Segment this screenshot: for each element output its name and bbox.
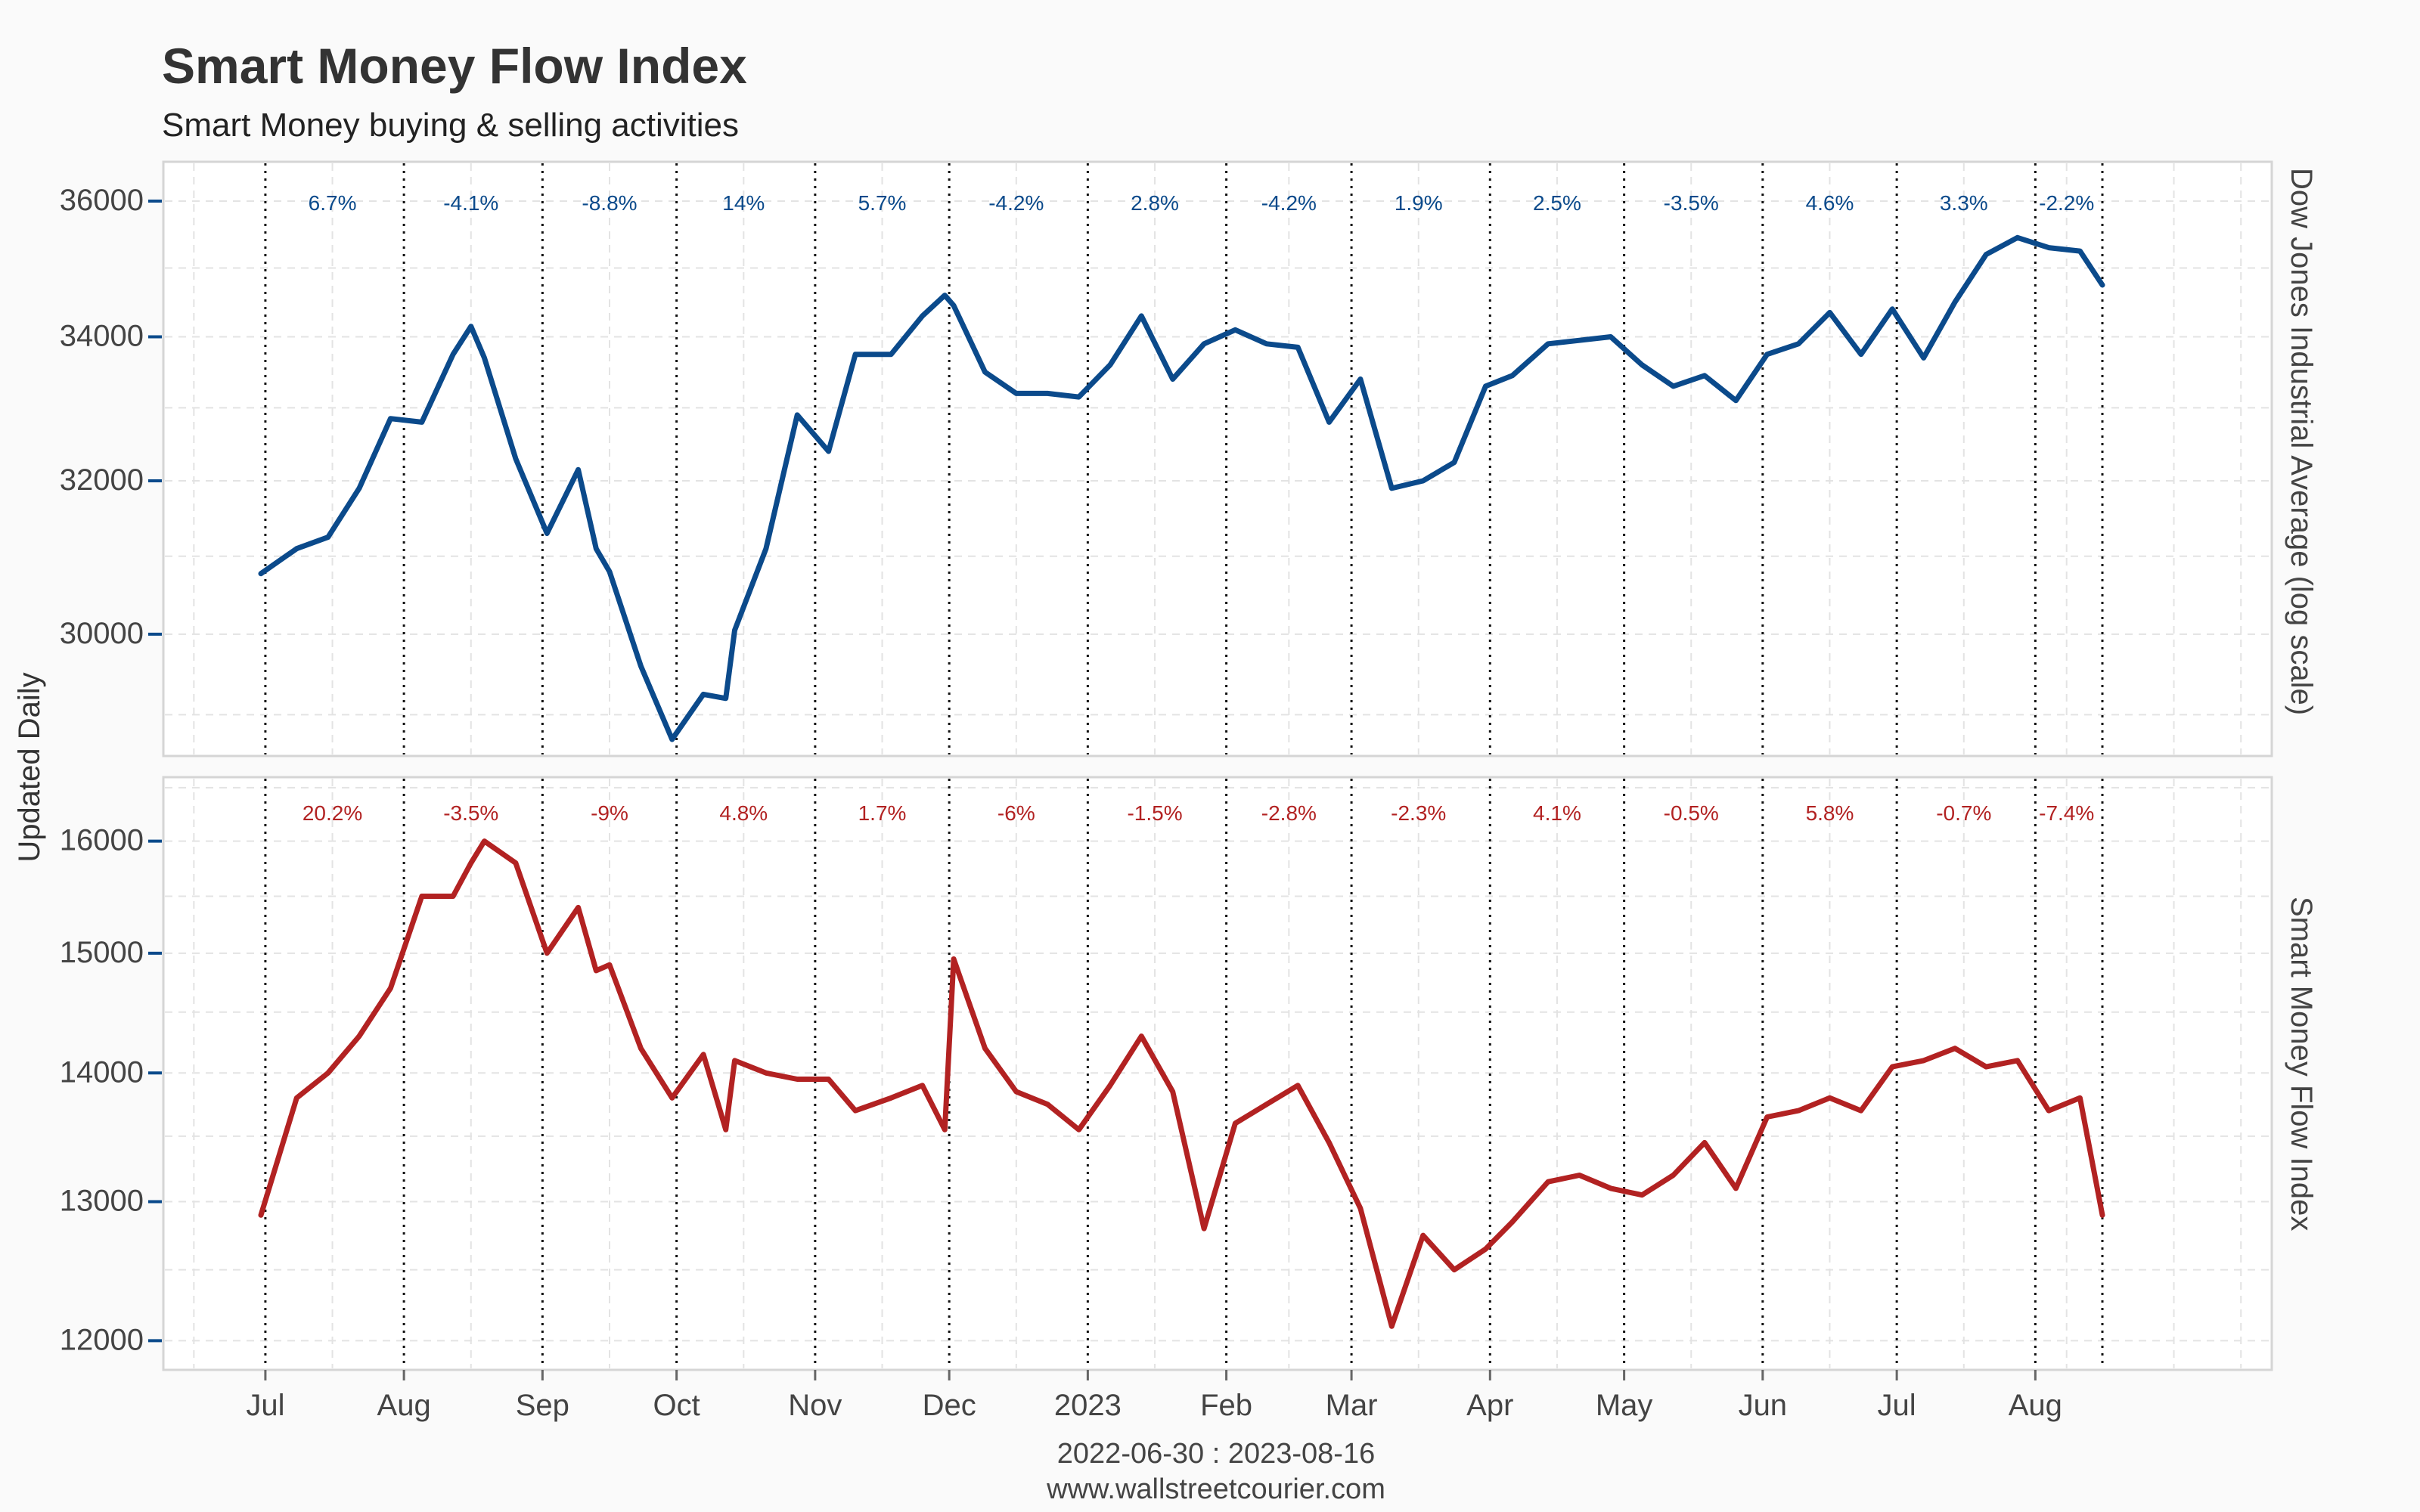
dow-period-changes: 6.7% -4.1% -8.8% 14% 5.7% -4.2% 2.8% -4.2% 1.9% 2… xyxy=(309,191,2095,215)
period-change-label: -8.8% xyxy=(582,191,637,215)
period-change-label: 2.5% xyxy=(1533,191,1581,215)
period-change-label: 4.8% xyxy=(719,801,768,825)
chart-subtitle: Smart Money buying & selling activities xyxy=(162,107,739,144)
period-change-label: -4.2% xyxy=(988,191,1044,215)
period-change-label: -2.3% xyxy=(1391,801,1446,825)
period-change-label: -0.7% xyxy=(1936,801,1991,825)
dow-month-dividers xyxy=(264,163,2104,754)
x-tick-label: Jul xyxy=(1878,1389,1916,1422)
period-change-label: 5.8% xyxy=(1806,801,1854,825)
smfi-panel: 12000 13000 14000 15000 16000 20.2% -3.5% -9% 4… xyxy=(60,776,2318,1371)
dow-gridlines xyxy=(165,163,2270,754)
period-change-label: 6.7% xyxy=(309,191,357,215)
y-tick-label: 36000 xyxy=(60,184,144,217)
period-change-label: 4.1% xyxy=(1533,801,1581,825)
smfi-gridlines xyxy=(165,779,2270,1368)
x-tick-label: Jul xyxy=(246,1389,284,1422)
period-change-label: 20.2% xyxy=(302,801,362,825)
x-tick-label: Sep xyxy=(516,1389,569,1422)
smfi-side-label: Smart Money Flow Index xyxy=(2285,897,2318,1231)
x-tick-label: Feb xyxy=(1200,1389,1252,1422)
y-tick-label: 16000 xyxy=(60,824,144,857)
y-axis-title: Updated Daily xyxy=(13,672,46,862)
chart-title: Smart Money Flow Index xyxy=(162,38,747,94)
dow-panel: 30000 32000 34000 36000 6.7% -4.1% -8.8% 14% 5.… xyxy=(60,160,2318,758)
x-tick-label: 2023 xyxy=(1054,1389,1122,1422)
smfi-period-changes: 20.2% -3.5% -9% 4.8% 1.7% -6% -1.5% -2.8% -2.3% 4… xyxy=(302,801,2094,825)
x-axis: Jul Aug Sep Oct Nov Dec 2023 Feb Mar Apr May Jun Jul… xyxy=(246,1370,2062,1422)
y-tick-label: 34000 xyxy=(60,320,144,353)
period-change-label: 3.3% xyxy=(1940,191,1988,215)
period-change-label: -0.5% xyxy=(1664,801,1719,825)
x-tick-label: Aug xyxy=(377,1389,431,1422)
smfi-y-axis: 12000 13000 14000 15000 16000 xyxy=(60,824,162,1356)
y-tick-label: 30000 xyxy=(60,617,144,650)
y-tick-label: 32000 xyxy=(60,463,144,497)
period-change-label: -3.5% xyxy=(443,801,498,825)
y-tick-label: 14000 xyxy=(60,1055,144,1089)
x-tick-label: Jun xyxy=(1739,1389,1788,1422)
period-change-label: -4.2% xyxy=(1261,191,1317,215)
dow-y-axis: 30000 32000 34000 36000 xyxy=(60,184,162,650)
period-change-label: -6% xyxy=(997,801,1035,825)
x-tick-label: Nov xyxy=(788,1389,842,1422)
x-tick-label: Apr xyxy=(1466,1389,1513,1422)
period-change-label: 5.7% xyxy=(858,191,907,215)
period-change-label: 4.6% xyxy=(1806,191,1854,215)
x-tick-label: Mar xyxy=(1326,1389,1378,1422)
period-change-label: -4.1% xyxy=(443,191,498,215)
x-tick-label: Oct xyxy=(653,1389,700,1422)
period-change-label: -1.5% xyxy=(1127,801,1182,825)
period-change-label: 1.9% xyxy=(1395,191,1443,215)
y-tick-label: 13000 xyxy=(60,1185,144,1218)
period-change-label: -9% xyxy=(591,801,628,825)
x-tick-label: Dec xyxy=(923,1389,976,1422)
period-change-label: 14% xyxy=(722,191,765,215)
dow-side-label: Dow Jones Industrial Average (log scale) xyxy=(2285,168,2318,715)
period-change-label: -2.2% xyxy=(2039,191,2094,215)
period-change-label: 2.8% xyxy=(1131,191,1179,215)
smfi-series-line xyxy=(258,838,2105,1329)
y-tick-label: 12000 xyxy=(60,1323,144,1356)
period-change-label: 1.7% xyxy=(858,801,907,825)
period-change-label: -7.4% xyxy=(2039,801,2094,825)
date-range-caption: 2022-06-30 : 2023-08-16 xyxy=(1057,1438,1375,1470)
period-change-label: -3.5% xyxy=(1664,191,1719,215)
y-tick-label: 15000 xyxy=(60,936,144,969)
source-caption: www.wallstreetcourier.com xyxy=(1046,1473,1385,1505)
period-change-label: -2.8% xyxy=(1261,801,1317,825)
dow-series-line xyxy=(258,234,2105,742)
dow-panel-background xyxy=(162,160,2273,758)
x-tick-label: Aug xyxy=(2009,1389,2062,1422)
x-tick-label: May xyxy=(1596,1389,1653,1422)
